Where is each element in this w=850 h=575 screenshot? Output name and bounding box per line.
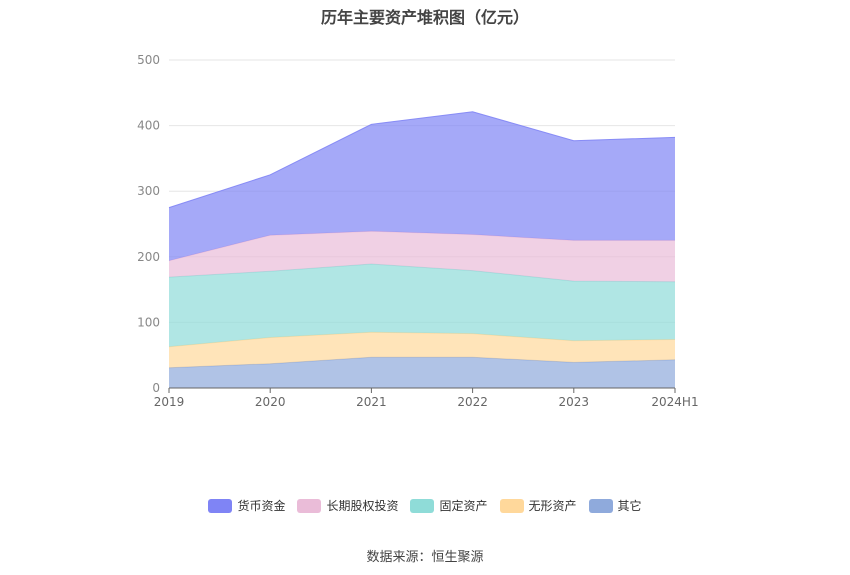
x-tick-label: 2022 [457,395,488,409]
legend-item[interactable]: 长期股权投资 [297,497,398,514]
x-tick-label: 2023 [559,395,590,409]
legend-swatch [499,498,524,513]
area-长期股权投资 [169,231,675,282]
source-note: 数据来源：恒生聚源 [366,550,484,565]
x-tick-label: 2020 [255,395,286,409]
y-tick-label: 200 [137,250,160,264]
y-tick-label: 100 [137,315,160,329]
legend-item[interactable]: 货币资金 [208,497,285,514]
x-tick-label: 2019 [154,395,185,409]
legend-swatch [297,498,322,513]
legend-label: 货币资金 [237,499,286,513]
area-无形资产 [169,332,675,368]
area-line-货币资金 [168,111,676,209]
legend-label: 无形资产 [528,499,577,513]
area-货币资金 [169,111,675,261]
x-tick-label: 2021 [356,395,387,409]
legend-swatch [588,498,613,513]
legend-swatch [208,498,233,513]
legend-label: 其它 [617,499,642,513]
x-tick-label: 2024H1 [651,395,698,409]
legend-item[interactable]: 其它 [588,497,642,514]
legend-item[interactable]: 固定资产 [410,497,488,514]
legend-item[interactable]: 无形资产 [499,497,577,514]
y-tick-label: 500 [137,53,160,67]
area-固定资产 [169,264,675,347]
legend: 货币资金 长期股权投资 固定资产 无形资产 其它 [0,497,850,514]
y-tick-label: 300 [137,184,160,198]
legend-label: 长期股权投资 [326,499,399,513]
chart-title: 历年主要资产堆积图（亿元） [320,8,529,27]
legend-swatch [410,498,435,513]
legend-label: 固定资产 [439,499,488,513]
y-tick-label: 400 [137,119,160,133]
y-tick-label: 0 [152,381,160,395]
area-其它 [169,357,675,388]
